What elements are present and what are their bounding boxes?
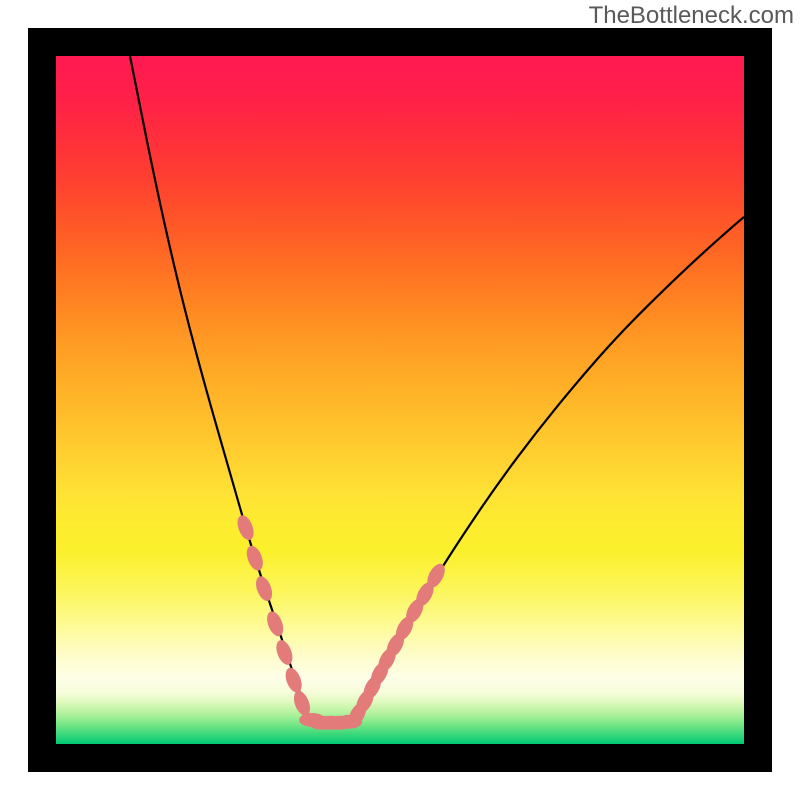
chart-frame (28, 28, 772, 772)
chart-container: TheBottleneck.com (0, 0, 800, 800)
watermark-text: TheBottleneck.com (589, 2, 794, 30)
bottleneck-curve-chart (28, 28, 772, 772)
